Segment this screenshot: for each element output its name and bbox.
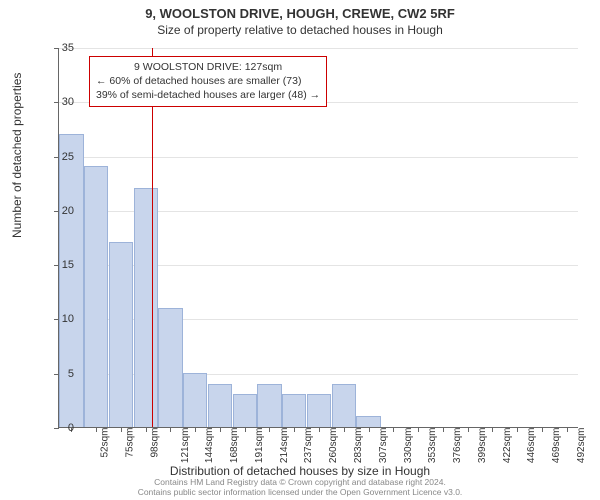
- histogram-bar: [282, 394, 306, 427]
- xtick-label: 376sqm: [452, 428, 463, 464]
- x-axis-label: Distribution of detached houses by size …: [0, 464, 600, 478]
- annotation-box: 9 WOOLSTON DRIVE: 127sqm← 60% of detache…: [89, 56, 327, 107]
- xtick-mark: [170, 427, 171, 432]
- y-axis-label: Number of detached properties: [10, 73, 24, 238]
- xtick-label: 446sqm: [526, 428, 537, 464]
- ytick-label: 5: [44, 368, 74, 380]
- histogram-bar: [307, 394, 331, 427]
- xtick-mark: [443, 427, 444, 432]
- ytick-label: 0: [44, 422, 74, 434]
- histogram-bar: [233, 394, 257, 427]
- gridline: [59, 48, 578, 49]
- xtick-label: 144sqm: [205, 428, 216, 464]
- xtick-label: 98sqm: [149, 428, 160, 458]
- histogram-bar: [59, 134, 83, 427]
- xtick-label: 260sqm: [328, 428, 339, 464]
- histogram-bar: [158, 308, 182, 427]
- histogram-bar: [356, 416, 380, 427]
- ytick-label: 30: [44, 96, 74, 108]
- xtick-label: 399sqm: [477, 428, 488, 464]
- xtick-mark: [393, 427, 394, 432]
- xtick-mark: [319, 427, 320, 432]
- xtick-mark: [492, 427, 493, 432]
- ytick-label: 25: [44, 151, 74, 163]
- xtick-label: 307sqm: [378, 428, 389, 464]
- xtick-mark: [369, 427, 370, 432]
- xtick-label: 283sqm: [353, 428, 364, 464]
- xtick-mark: [344, 427, 345, 432]
- xtick-mark: [220, 427, 221, 432]
- xtick-label: 492sqm: [576, 428, 587, 464]
- histogram-bar: [208, 384, 232, 427]
- histogram-bar: [84, 166, 108, 427]
- annotation-line2: ← 60% of detached houses are smaller (73…: [96, 74, 320, 88]
- histogram-bar: [134, 188, 158, 427]
- xtick-mark: [542, 427, 543, 432]
- footer-attribution: Contains HM Land Registry data © Crown c…: [0, 478, 600, 498]
- plot-region: 52sqm75sqm98sqm121sqm144sqm168sqm191sqm2…: [58, 48, 578, 428]
- histogram-bar: [183, 373, 207, 427]
- histogram-bar: [332, 384, 356, 427]
- xtick-label: 52sqm: [100, 428, 111, 458]
- xtick-label: 422sqm: [502, 428, 513, 464]
- ytick-label: 15: [44, 259, 74, 271]
- annotation-line3: 39% of semi-detached houses are larger (…: [96, 88, 320, 102]
- xtick-mark: [245, 427, 246, 432]
- xtick-mark: [146, 427, 147, 432]
- xtick-label: 237sqm: [304, 428, 315, 464]
- chart-title: 9, WOOLSTON DRIVE, HOUGH, CREWE, CW2 5RF: [0, 0, 600, 21]
- chart-subtitle: Size of property relative to detached ho…: [0, 21, 600, 37]
- xtick-label: 214sqm: [279, 428, 290, 464]
- annotation-line1: 9 WOOLSTON DRIVE: 127sqm: [96, 60, 320, 74]
- xtick-mark: [517, 427, 518, 432]
- ytick-label: 10: [44, 313, 74, 325]
- xtick-mark: [294, 427, 295, 432]
- xtick-label: 469sqm: [551, 428, 562, 464]
- xtick-mark: [121, 427, 122, 432]
- ytick-label: 35: [44, 42, 74, 54]
- ytick-label: 20: [44, 205, 74, 217]
- xtick-label: 353sqm: [427, 428, 438, 464]
- xtick-mark: [195, 427, 196, 432]
- xtick-label: 330sqm: [403, 428, 414, 464]
- xtick-label: 121sqm: [180, 428, 191, 464]
- histogram-bar: [109, 242, 133, 427]
- gridline: [59, 157, 578, 158]
- xtick-label: 191sqm: [254, 428, 265, 464]
- xtick-mark: [269, 427, 270, 432]
- xtick-label: 75sqm: [125, 428, 136, 458]
- xtick-label: 168sqm: [229, 428, 240, 464]
- xtick-mark: [96, 427, 97, 432]
- xtick-mark: [418, 427, 419, 432]
- xtick-mark: [468, 427, 469, 432]
- xtick-mark: [567, 427, 568, 432]
- footer-line2: Contains public sector information licen…: [0, 488, 600, 498]
- histogram-bar: [257, 384, 281, 427]
- chart-area: 52sqm75sqm98sqm121sqm144sqm168sqm191sqm2…: [58, 48, 578, 428]
